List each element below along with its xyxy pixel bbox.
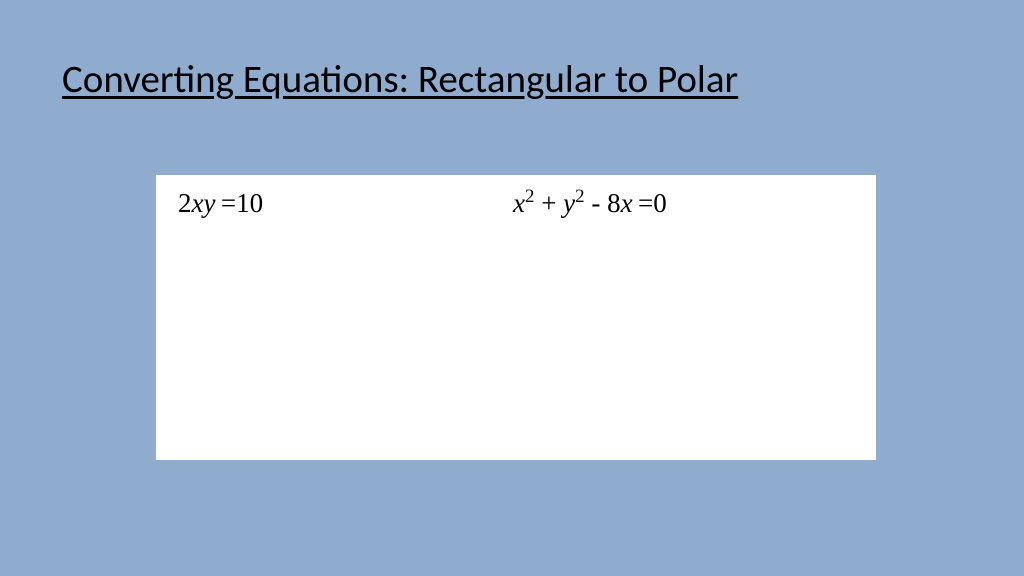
eq2-term2-exp: 2 [575,186,584,207]
eq1-equals: = [221,188,236,218]
equation-2: x2 + y2 - 8x =0 [513,188,876,219]
eq2-term2-base: y [563,188,575,218]
eq2-term3-var: x [621,188,633,218]
eq1-var1: x [192,188,204,218]
eq2-term1-base: x [513,188,525,218]
eq1-rhs: 10 [236,188,263,218]
eq2-rhs: 0 [653,188,667,218]
eq1-coef: 2 [178,188,192,218]
equation-row: 2xy =10 x2 + y2 - 8x =0 [156,175,876,219]
eq2-plus: + [541,188,556,218]
slide-title: Converting Equations: Rectangular to Pol… [62,56,738,103]
eq2-equals: = [638,188,653,218]
eq2-term3-coef: 8 [607,188,621,218]
eq1-var2: y [203,188,215,218]
equation-1: 2xy =10 [178,188,513,219]
eq2-minus: - [591,188,600,218]
content-box: 2xy =10 x2 + y2 - 8x =0 [156,175,876,460]
eq2-term1-exp: 2 [525,186,534,207]
